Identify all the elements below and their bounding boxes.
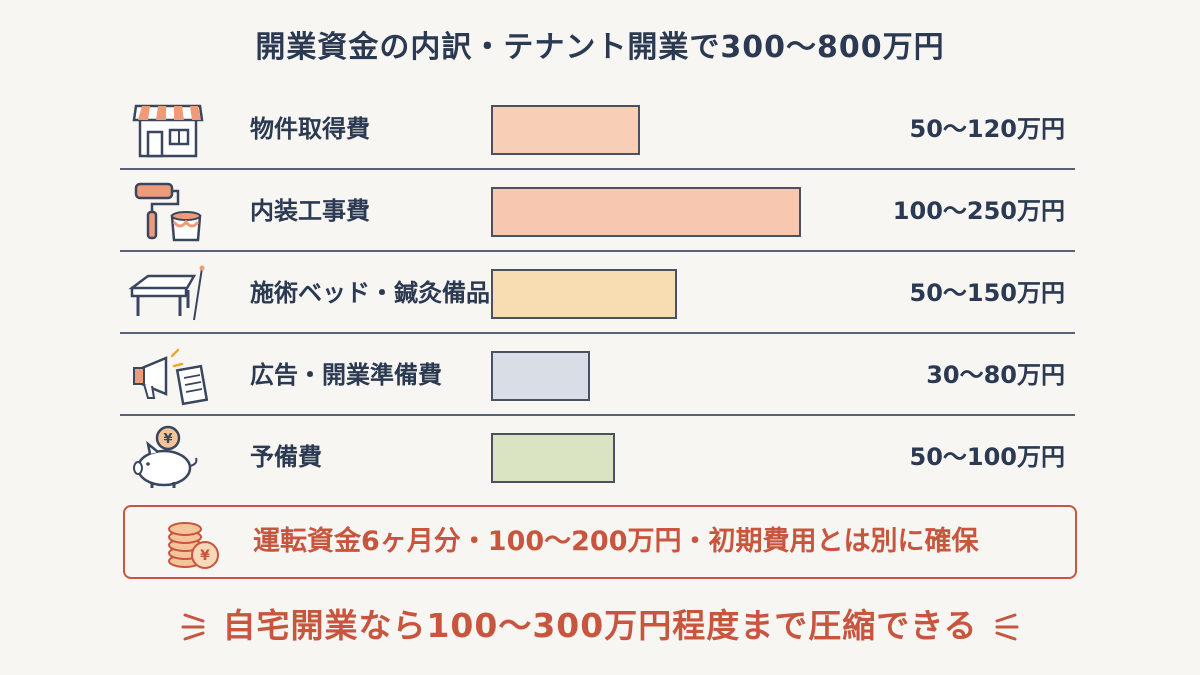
piggy-bank-icon: ¥	[128, 424, 208, 490]
chart-row: 物件取得費 50〜120万円	[120, 88, 1075, 170]
treatment-bed-icon	[128, 260, 208, 326]
bar	[491, 105, 640, 155]
storefront-icon	[128, 96, 208, 162]
megaphone-icon	[128, 342, 209, 408]
cost-breakdown-chart: 物件取得費 50〜120万円内装工事費 100〜250万円施術ベッド・鍼灸備品 50〜…	[120, 88, 1075, 498]
value-label: 100〜250万円	[892, 197, 1065, 225]
bar	[491, 187, 801, 237]
bar	[491, 351, 590, 401]
paint-roller-icon	[128, 178, 208, 244]
footer-text: 自宅開業なら100〜300万円程度まで圧縮できる	[222, 606, 978, 645]
note-text: 運転資金6ヶ月分・100〜200万円・初期費用とは別に確保	[253, 526, 979, 557]
row-divider	[120, 332, 1075, 334]
value-label: 30〜80万円	[926, 361, 1065, 389]
value-label: 50〜120万円	[909, 115, 1066, 143]
category-label: 内装工事費	[250, 197, 370, 225]
svg-text:¥: ¥	[200, 548, 210, 564]
svg-text:¥: ¥	[163, 432, 172, 447]
chart-row: 内装工事費 100〜250万円	[120, 170, 1075, 252]
footer-callout: 自宅開業なら100〜300万円程度まで圧縮できる	[0, 596, 1200, 656]
row-divider	[120, 168, 1075, 170]
category-label: 施術ベッド・鍼灸備品	[250, 279, 490, 307]
emphasis-lines-left-icon	[181, 613, 205, 641]
chart-title: 開業資金の内訳・テナント開業で300〜800万円	[255, 30, 945, 65]
operating-capital-note: ¥ 運転資金6ヶ月分・100〜200万円・初期費用とは別に確保	[123, 505, 1077, 579]
category-label: 予備費	[250, 443, 322, 471]
bar	[491, 269, 677, 319]
chart-row: ¥ 予備費 50〜100万円	[120, 416, 1075, 498]
bar	[491, 433, 615, 483]
coins-yen-icon: ¥	[168, 522, 219, 569]
chart-row: 施術ベッド・鍼灸備品 50〜150万円	[120, 252, 1075, 334]
value-label: 50〜100万円	[909, 443, 1066, 471]
row-divider	[120, 250, 1075, 252]
category-label: 物件取得費	[250, 115, 370, 143]
category-label: 広告・開業準備費	[250, 361, 442, 389]
value-label: 50〜150万円	[909, 279, 1066, 307]
emphasis-lines-right-icon	[995, 613, 1019, 641]
chart-row: 広告・開業準備費 30〜80万円	[120, 334, 1075, 416]
row-divider	[120, 414, 1075, 416]
